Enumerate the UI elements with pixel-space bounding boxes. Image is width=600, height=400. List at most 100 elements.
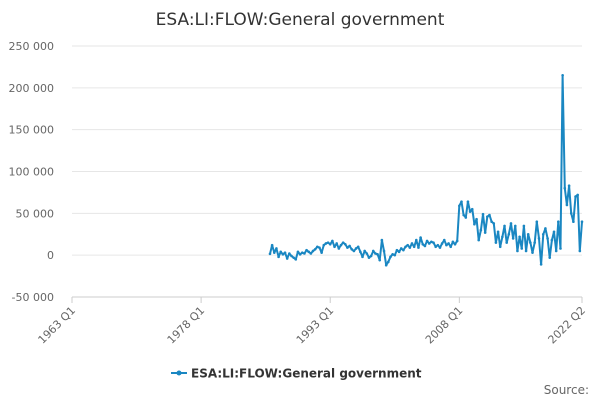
data-point[interactable] [419, 236, 422, 239]
data-point[interactable] [318, 246, 321, 249]
data-point[interactable] [490, 220, 493, 223]
data-point[interactable] [313, 248, 317, 251]
data-point[interactable] [305, 248, 308, 252]
data-point[interactable] [290, 254, 293, 258]
data-point[interactable] [557, 220, 560, 223]
data-point[interactable] [421, 242, 425, 246]
data-point[interactable] [427, 242, 431, 245]
data-point[interactable] [298, 253, 302, 256]
data-point[interactable] [331, 239, 334, 243]
data-point[interactable] [326, 241, 330, 244]
data-point[interactable] [376, 253, 379, 256]
data-point[interactable] [367, 256, 371, 259]
data-point[interactable] [432, 241, 435, 244]
data-point[interactable] [479, 228, 483, 232]
data-point[interactable] [395, 248, 399, 252]
data-point[interactable] [520, 247, 524, 250]
data-point[interactable] [279, 250, 283, 254]
data-point[interactable] [354, 247, 358, 250]
data-point[interactable] [378, 258, 382, 262]
data-point[interactable] [501, 235, 504, 239]
data-point[interactable] [462, 213, 465, 217]
data-point[interactable] [408, 246, 412, 249]
data-point[interactable] [391, 253, 394, 256]
data-point[interactable] [288, 252, 291, 255]
data-point[interactable] [296, 250, 300, 254]
data-point[interactable] [477, 238, 481, 242]
data-point[interactable] [518, 235, 521, 239]
data-point[interactable] [363, 249, 366, 253]
data-point[interactable] [569, 212, 573, 215]
data-point[interactable] [339, 243, 343, 247]
data-point[interactable] [449, 245, 453, 249]
data-point[interactable] [333, 245, 336, 249]
data-point[interactable] [511, 237, 515, 240]
data-point[interactable] [436, 243, 440, 247]
data-point[interactable] [404, 245, 407, 249]
data-point[interactable] [423, 244, 427, 248]
data-point[interactable] [328, 242, 332, 246]
data-point[interactable] [464, 216, 468, 219]
data-point[interactable] [425, 239, 429, 243]
data-point[interactable] [397, 250, 401, 254]
data-point[interactable] [430, 240, 433, 244]
data-point[interactable] [322, 243, 326, 247]
data-point[interactable] [576, 193, 579, 197]
data-point[interactable] [350, 248, 354, 251]
data-point[interactable] [447, 242, 450, 245]
data-point[interactable] [412, 245, 416, 249]
data-point[interactable] [574, 195, 577, 198]
data-point[interactable] [303, 252, 306, 255]
data-point[interactable] [526, 232, 530, 236]
data-point[interactable] [346, 246, 349, 249]
data-point[interactable] [272, 251, 276, 254]
data-point[interactable] [466, 200, 470, 203]
data-point[interactable] [442, 238, 446, 242]
data-point[interactable] [486, 215, 489, 218]
data-point[interactable] [503, 224, 506, 228]
legend[interactable]: ESA:LI:FLOW:General government [171, 367, 422, 381]
data-point[interactable] [524, 249, 528, 253]
data-point[interactable] [309, 252, 313, 255]
data-point[interactable] [552, 230, 556, 234]
data-point[interactable] [544, 227, 547, 230]
data-point[interactable] [307, 250, 311, 254]
data-point[interactable] [417, 246, 420, 249]
data-point[interactable] [389, 255, 392, 259]
data-point[interactable] [531, 251, 534, 254]
data-point[interactable] [382, 249, 386, 253]
data-point[interactable] [277, 255, 280, 259]
data-point[interactable] [438, 246, 442, 249]
data-point[interactable] [492, 222, 496, 225]
data-point[interactable] [402, 248, 405, 252]
data-point[interactable] [468, 210, 472, 213]
data-point[interactable] [567, 184, 571, 188]
data-point[interactable] [341, 241, 345, 244]
data-point[interactable] [537, 237, 541, 240]
data-point[interactable] [483, 231, 487, 234]
data-point[interactable] [458, 204, 461, 208]
data-point[interactable] [337, 247, 341, 250]
data-point[interactable] [406, 243, 409, 247]
data-point[interactable] [374, 252, 377, 255]
data-point[interactable] [359, 250, 362, 254]
data-point[interactable] [475, 217, 478, 221]
data-point[interactable] [535, 220, 539, 223]
data-point[interactable] [384, 263, 388, 267]
data-point[interactable] [453, 242, 457, 246]
data-point[interactable] [311, 249, 315, 253]
data-point[interactable] [507, 232, 511, 236]
data-point[interactable] [494, 241, 498, 244]
data-point[interactable] [473, 222, 476, 226]
data-point[interactable] [578, 249, 582, 253]
data-point[interactable] [496, 230, 500, 234]
data-point[interactable] [550, 238, 554, 242]
data-point[interactable] [343, 242, 347, 246]
data-point[interactable] [509, 222, 513, 225]
data-point[interactable] [380, 238, 384, 242]
data-point[interactable] [455, 239, 459, 243]
data-point[interactable] [316, 245, 319, 249]
data-point[interactable] [270, 243, 274, 247]
data-point[interactable] [572, 220, 575, 223]
data-point[interactable] [371, 249, 375, 253]
